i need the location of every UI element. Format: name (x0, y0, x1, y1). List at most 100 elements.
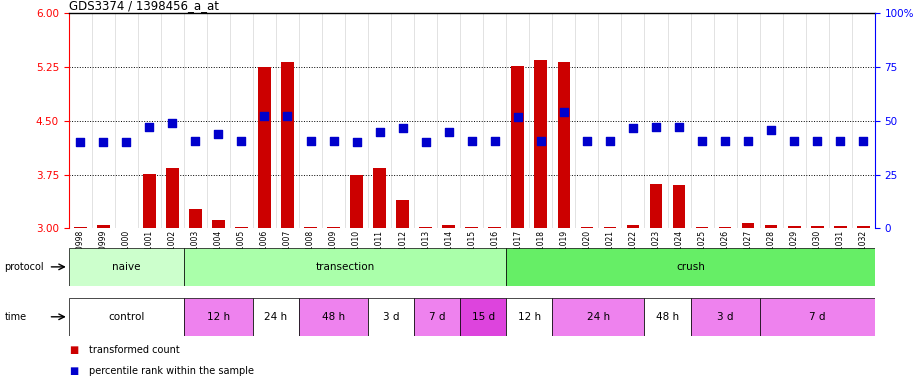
Point (810, 138, 824, 144)
Point (372, 129, 387, 135)
Point (487, 138, 502, 144)
Bar (627, 225, 639, 228)
Point (96, 139, 111, 146)
Point (442, 129, 456, 135)
Point (833, 138, 847, 144)
Point (188, 138, 202, 144)
Text: ■: ■ (69, 366, 78, 376)
Bar (645, 298, 691, 336)
Bar (258, 67, 271, 228)
Point (764, 126, 779, 132)
Point (787, 138, 802, 144)
Bar (535, 60, 547, 228)
Bar (488, 227, 501, 228)
Bar (327, 227, 340, 228)
Bar (552, 298, 645, 336)
Text: crush: crush (676, 262, 705, 272)
Point (671, 124, 686, 130)
Text: 7 d: 7 d (429, 312, 445, 322)
Point (533, 138, 548, 144)
Text: 48 h: 48 h (656, 312, 679, 322)
Point (280, 113, 295, 119)
Bar (299, 298, 368, 336)
Text: 7 d: 7 d (809, 312, 825, 322)
Bar (765, 225, 778, 228)
Text: 3 d: 3 d (383, 312, 399, 322)
Bar (69, 298, 184, 336)
Bar (460, 298, 507, 336)
Bar (811, 226, 823, 228)
Point (119, 139, 134, 146)
Text: 24 h: 24 h (265, 312, 288, 322)
Text: protocol: protocol (5, 262, 44, 272)
Point (510, 114, 525, 121)
Bar (511, 66, 524, 228)
Bar (742, 223, 755, 228)
Bar (672, 185, 685, 228)
Bar (166, 167, 179, 228)
Point (73, 139, 88, 146)
Bar (507, 298, 552, 336)
Point (649, 124, 663, 130)
Point (234, 138, 249, 144)
Bar (184, 298, 253, 336)
Text: 12 h: 12 h (207, 312, 230, 322)
Point (856, 138, 870, 144)
Bar (143, 174, 156, 228)
Point (257, 113, 272, 119)
Bar (189, 209, 202, 228)
Bar (788, 226, 801, 228)
Text: transformed count: transformed count (89, 345, 180, 355)
Text: transection: transection (315, 262, 375, 272)
Point (326, 138, 341, 144)
Bar (759, 298, 875, 336)
Point (396, 125, 410, 131)
Bar (414, 298, 460, 336)
Point (741, 138, 756, 144)
Text: 3 d: 3 d (717, 312, 734, 322)
Point (557, 109, 572, 115)
Point (718, 138, 733, 144)
Bar (834, 226, 846, 228)
Bar (253, 298, 299, 336)
Point (165, 120, 180, 126)
Bar (465, 227, 478, 228)
Text: 15 d: 15 d (472, 312, 495, 322)
Bar (397, 200, 409, 228)
Bar (69, 248, 184, 286)
Bar (442, 225, 455, 228)
Text: ■: ■ (69, 345, 78, 355)
Point (142, 124, 157, 130)
Text: 12 h: 12 h (518, 312, 540, 322)
Point (419, 139, 433, 146)
Point (626, 125, 640, 131)
Point (603, 138, 617, 144)
Bar (368, 298, 414, 336)
Point (211, 131, 225, 137)
Text: percentile rank within the sample: percentile rank within the sample (89, 366, 254, 376)
Point (303, 138, 318, 144)
Bar (696, 227, 708, 228)
Bar (719, 227, 731, 228)
Text: control: control (108, 312, 145, 322)
Bar (691, 298, 759, 336)
Point (694, 138, 709, 144)
Bar (97, 225, 110, 228)
Text: GDS3374 / 1398456_a_at: GDS3374 / 1398456_a_at (69, 0, 219, 12)
Bar (604, 227, 616, 228)
Bar (507, 248, 875, 286)
Bar (213, 220, 224, 228)
Bar (581, 227, 594, 228)
Bar (558, 62, 570, 228)
Bar (350, 175, 363, 228)
Bar (304, 227, 317, 228)
Bar (74, 227, 86, 228)
Text: 48 h: 48 h (322, 312, 345, 322)
Bar (374, 167, 386, 228)
Bar (420, 227, 432, 228)
Point (349, 139, 364, 146)
Text: naive: naive (112, 262, 140, 272)
Bar (184, 248, 507, 286)
Bar (857, 226, 869, 228)
Bar (281, 62, 294, 228)
